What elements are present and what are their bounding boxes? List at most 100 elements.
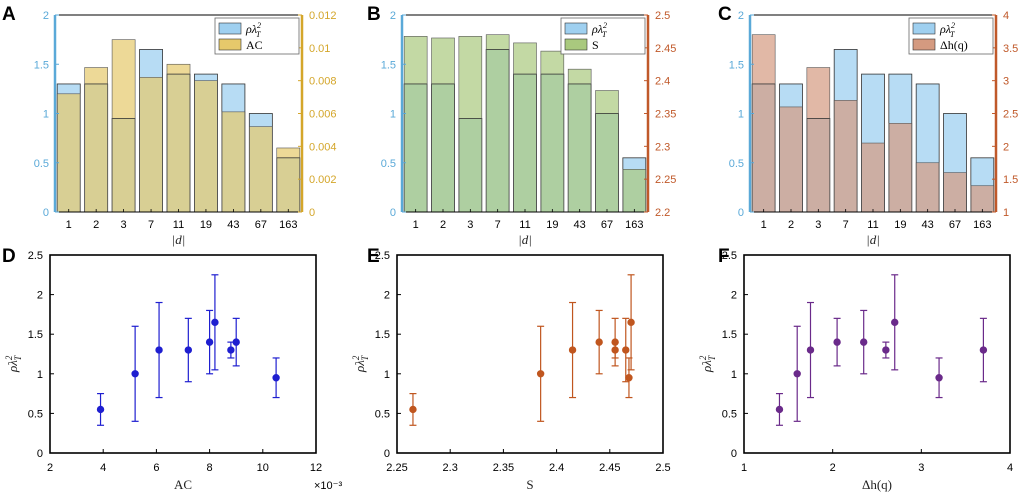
panels: A1 2 3 7 11 19 43 67 16300.511.5200.0020.0040.00… [2,4,1018,492]
legend-label-second: S [592,38,599,52]
panel-letter: F [718,246,730,267]
data-point [568,301,577,399]
x-tick-label: 11 [173,219,184,231]
x-tick-label: 19 [200,219,212,231]
data-point [882,341,890,359]
data-point [96,393,105,426]
x-tick-label: 8 [207,462,213,474]
x-tick-label: 43 [227,219,239,231]
data-point [833,317,841,367]
bar-B-second-43 [568,69,592,212]
right-tick-label: 2.45 [655,43,676,55]
point-marker [833,338,841,346]
point-marker [622,346,630,354]
right-tick-label: 0.008 [309,76,337,88]
bar-C-second-3 [806,67,830,213]
panel-E: E 2.25 2.3 2.35 2.4 2.45 2.5 0 0.5 1 1.5 2 2.5 ρλ2T S [351,246,671,492]
plot-frame [743,254,1011,454]
point-marker [227,346,235,354]
data-point [272,357,280,399]
x-axis-label: |d| [866,232,880,247]
point-marker [96,405,105,414]
x-tick-label: 7 [148,219,154,231]
y-tick-label: 0 [731,448,737,460]
legend-label-rho: ρλ2 T [245,21,261,39]
x-tick-label: 67 [601,219,613,231]
x-tick-label: 1 [741,462,747,474]
bar-C-second-11 [861,143,885,212]
x-tick-label: 2 [93,219,99,231]
x-tick-label: 7 [843,219,849,231]
bar-A-second-19 [194,80,218,213]
x-tick-label: 4 [100,462,106,474]
y-tick-label: 2.5 [722,250,737,262]
y-tick-label: 0 [384,448,390,460]
left-tick-label: 1.5 [381,59,396,71]
x-tick-label: 1 [413,219,419,231]
left-tick-label: 1 [390,109,396,121]
right-tick-label: 2.5 [1003,109,1018,121]
point-marker [211,318,219,327]
x-tick-label: 19 [894,219,906,231]
x-tick-label: 43 [574,219,586,231]
left-tick-label: 1 [738,109,744,121]
x-tick-label: 11 [519,219,530,231]
y-tick-label: 0.5 [722,408,737,420]
x-tick-label: 2.3 [443,462,458,474]
point-marker [205,338,214,346]
right-tick-label: 1.5 [1003,174,1018,186]
right-tick-label: 2.2 [655,207,670,219]
bar-B-second-3 [458,36,482,212]
x-tick-label: 2.25 [386,462,407,474]
y-tick-label: 0.5 [28,408,43,420]
x-tick-label: 43 [922,219,934,231]
y-tick-label: 2.5 [375,250,390,262]
bar-C-second-43 [916,162,940,212]
bar-A-second-43 [221,111,245,212]
bar-C-second-19 [888,123,912,212]
point-marker [793,370,801,378]
right-tick-label: 2.4 [655,76,670,88]
x-tick-label: 6 [153,462,159,474]
right-tick-label: 3 [1003,76,1009,88]
x-tick-label: 2.4 [549,462,564,474]
panel-A: A 1 2 3 7 11 19 43 67 163 0 0.5 1 1.5 2 0 0.002 0.004 0.00… [2,4,337,247]
x-exponent: ×10⁻³ [314,480,342,492]
point-marker [806,346,815,354]
x-tick-label: 11 [867,219,878,231]
x-tick-label: 2.5 [655,462,670,474]
y-tick-label: 1.5 [722,329,737,341]
bar-A-second-3 [112,39,136,212]
x-tick-label: 4 [1007,462,1013,474]
point-marker [891,318,899,327]
panel-letter: E [367,246,380,267]
x-tick-label: 3 [467,219,473,231]
legend: ρλ2 TΔh(q) [908,17,994,55]
legend-label-second: AC [246,38,263,52]
data-point [131,325,139,422]
right-tick-label: 0.012 [309,10,337,22]
y-tick-label: 1 [384,369,390,381]
y-tick-label: 1 [37,369,43,381]
bar-A-second-2 [84,67,108,213]
y-tick-label: 1.5 [375,329,390,341]
data-point [891,274,899,371]
bar-B-second-1 [404,36,428,212]
point-marker [860,338,868,346]
x-axis-label: S [526,477,533,492]
x-tick-label: 2 [47,462,53,474]
bar-B-second-19 [540,51,564,212]
data-point [979,317,988,383]
data-point [205,309,214,375]
x-tick-label: 1 [761,219,767,231]
point-marker [882,346,890,354]
point-marker [232,338,240,346]
left-tick-label: 0.5 [381,158,396,170]
bar-A-second-11 [166,64,191,212]
bar-A-second-67 [249,126,273,212]
y-tick-label: 0 [37,448,43,460]
plot-frame [396,254,664,454]
bar-C-second-7 [834,100,858,212]
left-tick-label: 1 [43,109,49,121]
